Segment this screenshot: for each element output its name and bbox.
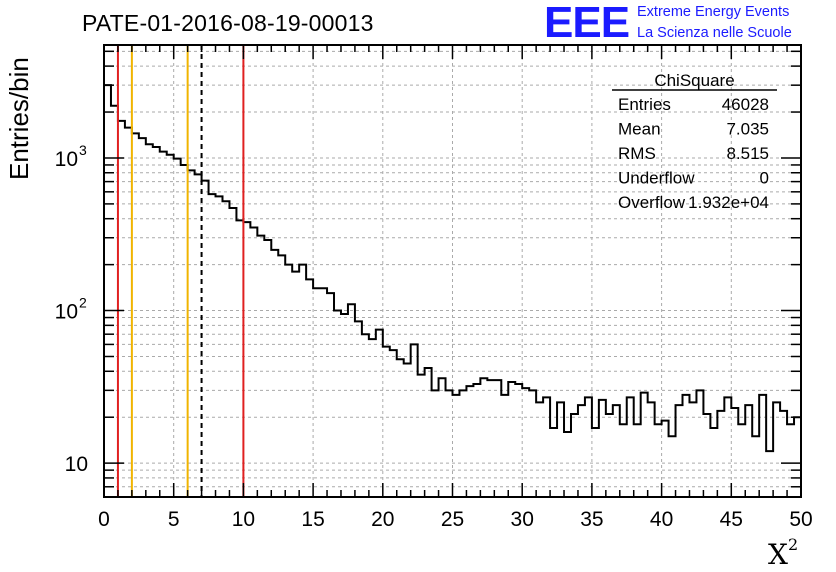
stats-label: Underflow [618, 169, 695, 188]
y-tick-label: 10 [65, 453, 88, 476]
stats-value: 8.515 [726, 144, 769, 163]
x-tick-label: 35 [580, 508, 603, 531]
y-axis-ticks [104, 50, 801, 498]
x-tick-label: 20 [371, 508, 394, 531]
x-tick-label: 45 [720, 508, 743, 531]
chart-title: PATE-01-2016-08-19-00013 [82, 10, 374, 36]
stats-value: 7.035 [726, 120, 769, 139]
stats-label: RMS [618, 144, 656, 163]
x-tick-label: 15 [301, 508, 324, 531]
eee-logo: EEE [544, 0, 630, 47]
x-tick-label: 40 [650, 508, 673, 531]
x-tick-label: 5 [168, 508, 180, 531]
logo-subtitle-line-1: Extreme Energy Events [637, 4, 790, 20]
x-tick-label: 25 [441, 508, 464, 531]
grid [104, 45, 801, 497]
stats-value: 0 [760, 169, 769, 188]
stats-label: Entries [618, 95, 671, 114]
x-axis-ticks [103, 45, 802, 497]
x-tick-label: 30 [511, 508, 534, 531]
y-tick-label: 10 [55, 148, 78, 171]
y-tick-label-exponent: 3 [79, 142, 87, 158]
logo-subtitle-line-2: La Scienza nelle Scuole [637, 25, 792, 41]
stats-value: 46028 [722, 95, 769, 114]
stats-label: Overflow [618, 193, 686, 212]
y-tick-label: 10 [55, 301, 78, 324]
stats-box: ChiSquare Entries 46028 Mean 7.035 RMS 8.515 Un… [612, 71, 777, 212]
x-tick-label: 50 [789, 508, 812, 531]
stats-value: 1.932e+04 [688, 193, 769, 212]
y-tick-label-exponent: 2 [79, 295, 87, 311]
x-tick-label: 0 [98, 508, 110, 531]
x-tick-label: 10 [232, 508, 255, 531]
stats-label: Mean [618, 120, 661, 139]
x-axis-label: X2 [768, 534, 799, 571]
histogram-series [104, 84, 801, 453]
stats-title: ChiSquare [654, 71, 734, 90]
